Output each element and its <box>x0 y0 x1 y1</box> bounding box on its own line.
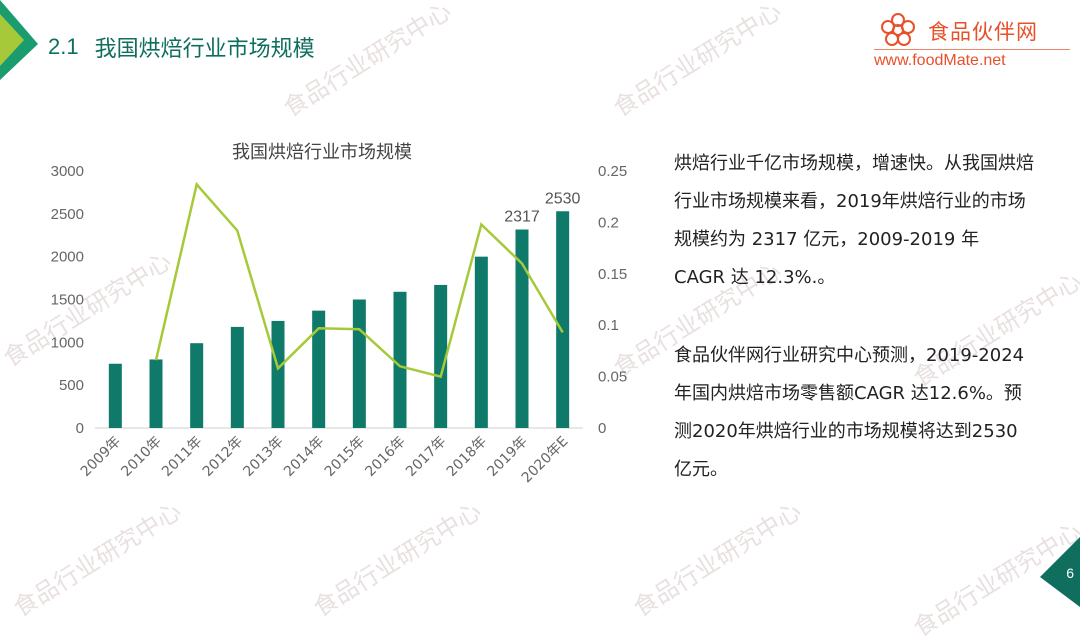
bar <box>556 211 570 428</box>
y-left-tick-label: 1000 <box>51 334 84 351</box>
y-right-tick-label: 0.25 <box>598 163 627 180</box>
description-paragraph-2: 食品伙伴网行业研究中心预测，2019-2024 年国内烘焙市场零售额CAGR 达… <box>674 345 1025 480</box>
x-tick-label: 2011年 <box>159 434 205 480</box>
logo-url: www.foodMate.net <box>874 52 1006 69</box>
bar <box>434 284 448 428</box>
y-right-tick-label: 0.1 <box>598 317 619 334</box>
bar <box>230 326 244 428</box>
page-header: 2.1 我国烘焙行业市场规模 <box>48 30 315 64</box>
bar <box>352 299 366 428</box>
bar <box>474 256 488 428</box>
data-label: 2317 <box>504 209 540 226</box>
section-number: 2.1 <box>48 34 79 59</box>
chart-title: 我国烘焙行业市场规模 <box>232 142 412 163</box>
x-tick-label: 2017年 <box>403 434 449 480</box>
x-tick-label: 2010年 <box>118 434 164 480</box>
y-right-tick-label: 0.2 <box>598 214 619 231</box>
x-tick-label: 2014年 <box>281 434 327 480</box>
watermark: 食品行业研究中心 <box>628 496 807 623</box>
bar <box>108 363 122 428</box>
y-right-tick-label: 0.05 <box>598 369 627 386</box>
y-right-tick-label: 0.15 <box>598 266 627 283</box>
y-left-tick-label: 2500 <box>51 206 84 223</box>
bar <box>271 320 285 428</box>
bar <box>515 229 529 428</box>
y-left-tick-label: 1500 <box>51 292 84 309</box>
x-tick-label: 2012年 <box>200 434 246 480</box>
x-tick-label: 2016年 <box>362 434 408 480</box>
x-tick-label: 2013年 <box>240 434 286 480</box>
page-corner <box>1040 537 1080 607</box>
foodmate-logo: 食品伙伴网 www.foodMate.net <box>872 8 1072 78</box>
corner-decoration <box>0 0 38 80</box>
page-title: 我国烘焙行业市场规模 <box>94 37 315 62</box>
bar <box>312 310 326 428</box>
x-tick-label: 2018年 <box>444 434 490 480</box>
y-left-tick-label: 2000 <box>51 249 84 266</box>
logo-divider <box>874 49 1070 50</box>
x-tick-label: 2009年 <box>78 434 124 480</box>
flower-logo-icon <box>881 13 915 46</box>
market-size-chart: 我国烘焙行业市场规模 0 500 1000 1500 2000 2500 3000 0 0.05 0… <box>51 142 628 486</box>
y-right-tick-label: 0 <box>598 420 606 437</box>
x-tick-label: 2015年 <box>322 434 368 480</box>
y-left-tick-label: 500 <box>59 377 84 394</box>
y-left-tick-label: 0 <box>76 420 84 437</box>
bar <box>393 291 407 428</box>
growth-rate-line <box>154 181 564 379</box>
data-label: 2530 <box>545 190 581 207</box>
y-left-tick-label: 3000 <box>51 163 84 180</box>
bar <box>149 359 163 428</box>
page-number: 6 <box>1066 565 1074 581</box>
logo-name: 食品伙伴网 <box>928 20 1038 44</box>
bar <box>190 343 204 428</box>
description-paragraph-1: 烘焙行业千亿市场规模，增速快。从我国烘焙行业市场规模来看，2019年烘焙行业的市… <box>674 153 1034 288</box>
